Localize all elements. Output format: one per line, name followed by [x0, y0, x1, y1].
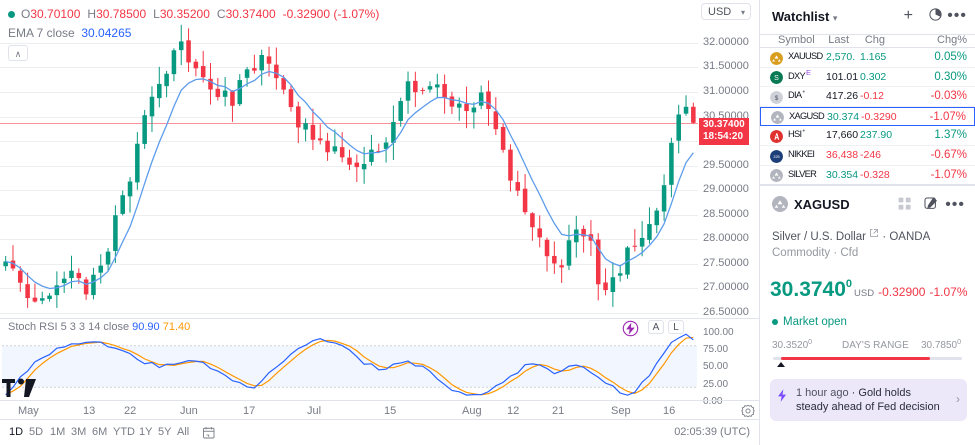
- svg-text:225: 225: [773, 155, 779, 159]
- svg-text:$: $: [775, 95, 779, 102]
- svg-text:S: S: [774, 75, 779, 82]
